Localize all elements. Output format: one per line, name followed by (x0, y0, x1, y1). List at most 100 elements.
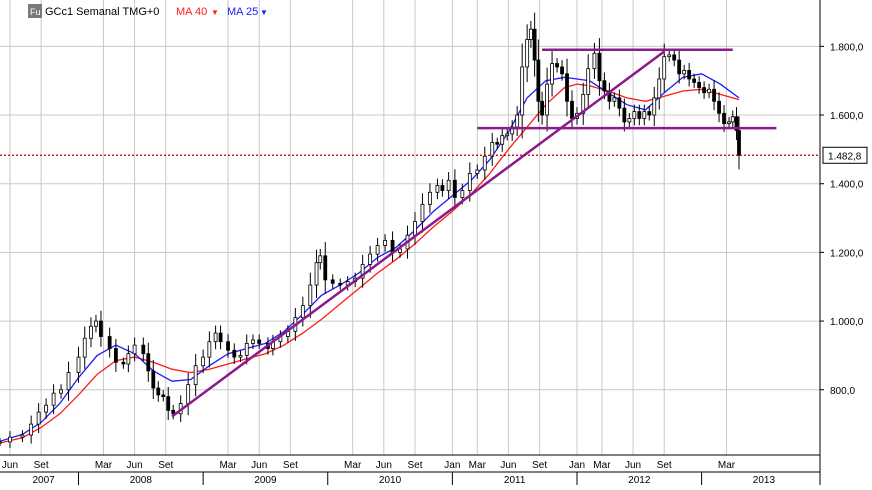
candle-body (652, 97, 657, 116)
candle-body (475, 169, 480, 174)
candle-body (592, 52, 597, 70)
candle-body (550, 63, 554, 85)
candle-body (166, 396, 171, 411)
candle-body (697, 82, 702, 88)
x-month-label: Jun (251, 460, 267, 471)
x-month-label: Set (532, 460, 547, 471)
candle-body (677, 59, 682, 75)
candle-body (383, 239, 387, 246)
support-trendline (171, 50, 665, 418)
x-month-label: Mar (219, 460, 237, 471)
candle-body (413, 221, 417, 236)
candle-body (44, 404, 49, 413)
candle-body (467, 173, 472, 191)
candle-body (490, 142, 495, 157)
candle-body (622, 107, 627, 123)
candle-body (682, 69, 687, 75)
x-month-label: Jun (2, 460, 18, 471)
candle-body (657, 78, 662, 99)
x-month-label: Mar (718, 460, 736, 471)
x-month-label: Set (407, 460, 422, 471)
candle-body (581, 94, 586, 114)
candle-body (428, 191, 432, 205)
candle-body (500, 135, 505, 145)
candle-body (171, 409, 176, 415)
ma40-legend-label[interactable]: MA 40 (176, 6, 207, 18)
candle-body (318, 255, 323, 264)
x-year-label: 2009 (254, 475, 277, 485)
candle-body (565, 73, 569, 102)
candle-body (368, 253, 373, 265)
candle-body (722, 112, 726, 125)
candle-body (161, 394, 166, 398)
candle-body (308, 284, 313, 307)
candle-body (300, 305, 305, 319)
candle-body (20, 434, 25, 438)
ma40-dropdown-icon[interactable]: ▼ (211, 8, 219, 17)
candle-body (627, 118, 632, 123)
y-tick-label: 1.400,0 (830, 180, 864, 191)
candle-body (570, 100, 574, 119)
candle-body (730, 116, 735, 123)
candle-body (597, 52, 602, 82)
candle-body (515, 114, 520, 128)
candle-body (446, 179, 451, 191)
candle-body (193, 365, 198, 386)
x-year-label: 2008 (130, 475, 153, 485)
candle-body (232, 349, 237, 358)
candle-body (201, 356, 206, 367)
candle-body (186, 384, 191, 404)
x-month-label: Jun (127, 460, 143, 471)
x-month-label: Jan (444, 460, 460, 471)
y-tick-label: 1.600,0 (830, 111, 864, 122)
candle-body (151, 370, 156, 389)
candle-body (707, 88, 711, 94)
y-tick-label: 1.000,0 (830, 317, 864, 328)
x-year-label: 2010 (379, 475, 402, 485)
candle-body (555, 63, 559, 68)
candle-body (251, 339, 255, 344)
candle-body (586, 68, 591, 95)
candle-body (121, 361, 126, 365)
x-month-label: Mar (95, 460, 113, 471)
candle-body (99, 320, 103, 337)
candle-body (495, 142, 500, 145)
candle-body (29, 423, 34, 436)
candle-body (141, 344, 146, 355)
y-tick-label: 1.800,0 (830, 42, 864, 53)
y-tick-label: 800,0 (830, 386, 855, 397)
candle-body (0, 441, 2, 444)
candle-body (314, 262, 319, 286)
candle-body (632, 111, 637, 119)
candle-body (107, 336, 112, 349)
ma25-dropdown-icon[interactable]: ▼ (260, 8, 268, 17)
ma25-legend-label[interactable]: MA 25 (227, 6, 258, 18)
candle-body (672, 54, 677, 61)
candle-body (612, 97, 617, 102)
candle-body (257, 339, 262, 344)
candle-body (330, 279, 335, 284)
candle-body (8, 436, 12, 443)
candle-body (156, 387, 161, 396)
candle-body (390, 239, 395, 253)
candle-body (76, 356, 81, 373)
candle-body (238, 355, 243, 358)
candle-body (440, 185, 445, 191)
candle-body (667, 54, 672, 58)
last-price-box (822, 146, 868, 164)
candle-body (737, 130, 741, 156)
x-month-label: Jan (569, 460, 585, 471)
candle-body (126, 353, 131, 365)
candle-body (712, 88, 716, 102)
candle-body (51, 392, 56, 406)
candle-body (146, 353, 151, 372)
x-year-label: 2007 (32, 475, 55, 485)
x-year-label: 2012 (628, 475, 651, 485)
candle-body (338, 282, 343, 286)
candle-body (637, 111, 642, 119)
candle-body (89, 325, 93, 339)
x-month-label: Set (34, 460, 49, 471)
